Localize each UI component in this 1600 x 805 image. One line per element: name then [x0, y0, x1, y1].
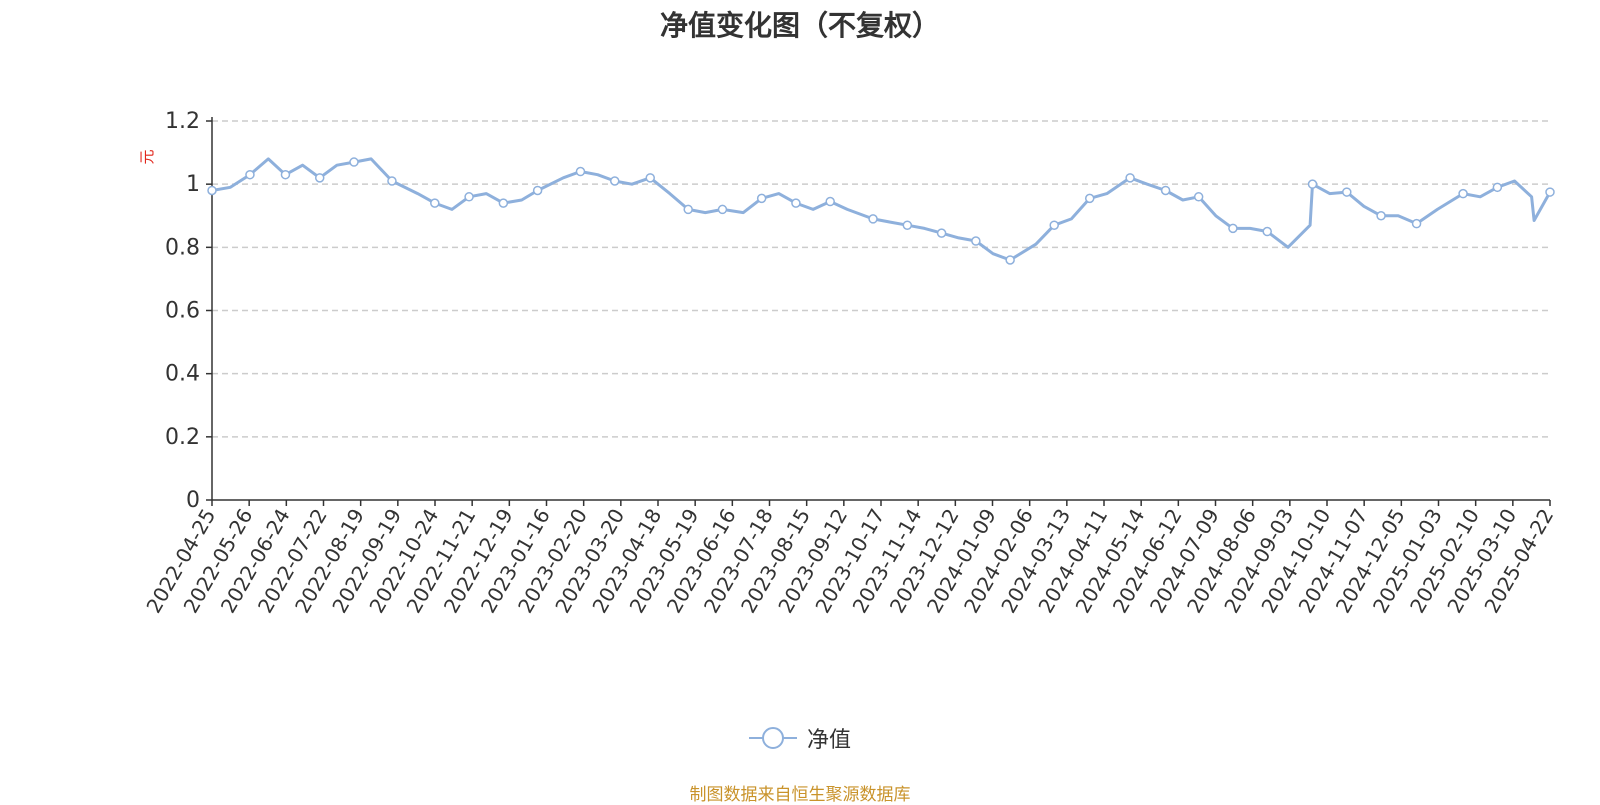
legend-line-circle-icon	[748, 727, 797, 749]
data-point	[868, 214, 878, 224]
y-tick-label: 0.2	[165, 425, 200, 450]
data-point	[825, 196, 835, 207]
data-point	[464, 192, 474, 202]
data-point	[902, 220, 913, 230]
series-line	[211, 157, 1552, 262]
data-point	[498, 198, 509, 208]
y-tick-label: 0	[186, 488, 200, 513]
y-axis-label: 元	[138, 149, 156, 164]
data-point	[756, 193, 767, 204]
y-tick-label: 1	[186, 172, 200, 197]
source-footnote: 制图数据来自恒生聚源数据库	[689, 785, 911, 805]
data-point	[1545, 187, 1555, 197]
data-point	[430, 198, 440, 208]
data-point	[717, 204, 728, 215]
data-point	[314, 173, 325, 183]
y-tick-label: 1.2	[165, 109, 200, 134]
legend-label: 净值	[806, 728, 851, 753]
data-point	[207, 185, 217, 196]
data-point	[1193, 192, 1204, 202]
data-point	[245, 169, 255, 180]
data-point	[575, 166, 586, 177]
data-point	[1125, 173, 1135, 183]
grid-lines	[212, 120, 1550, 438]
axes	[206, 117, 1551, 506]
data-point	[1342, 187, 1352, 197]
x-tick-labels: 2022-04-252022-05-262022-06-242022-07-22…	[141, 505, 1558, 618]
data-point	[532, 185, 543, 196]
y-tick-labels: 0 0.2 0.4 0.6 0.8 1 1.2	[165, 109, 200, 513]
data-point	[971, 236, 981, 246]
data-point	[387, 176, 397, 186]
data-point	[1084, 193, 1095, 204]
data-point	[609, 176, 620, 186]
data-point	[1376, 211, 1386, 221]
data-point	[936, 228, 947, 238]
y-tick-label: 0.6	[165, 299, 200, 324]
series-line-group	[207, 157, 1555, 265]
y-tick-label: 0.8	[165, 235, 200, 260]
data-point	[683, 204, 693, 215]
data-point	[1049, 220, 1059, 230]
legend[interactable]: 净值	[0, 722, 1600, 754]
y-tick-label: 0.4	[165, 362, 200, 387]
data-point	[645, 173, 655, 183]
data-point	[349, 157, 359, 167]
data-point	[1005, 255, 1015, 265]
data-point	[1411, 218, 1422, 229]
data-point	[791, 198, 801, 208]
data-point	[1160, 185, 1171, 196]
data-point	[1458, 188, 1468, 199]
chart-title: 净值变化图（不复权）	[659, 9, 940, 42]
data-point	[1492, 182, 1503, 193]
data-point	[1307, 179, 1318, 189]
data-point	[280, 169, 291, 180]
data-point	[1262, 226, 1272, 237]
data-point	[1228, 223, 1238, 234]
